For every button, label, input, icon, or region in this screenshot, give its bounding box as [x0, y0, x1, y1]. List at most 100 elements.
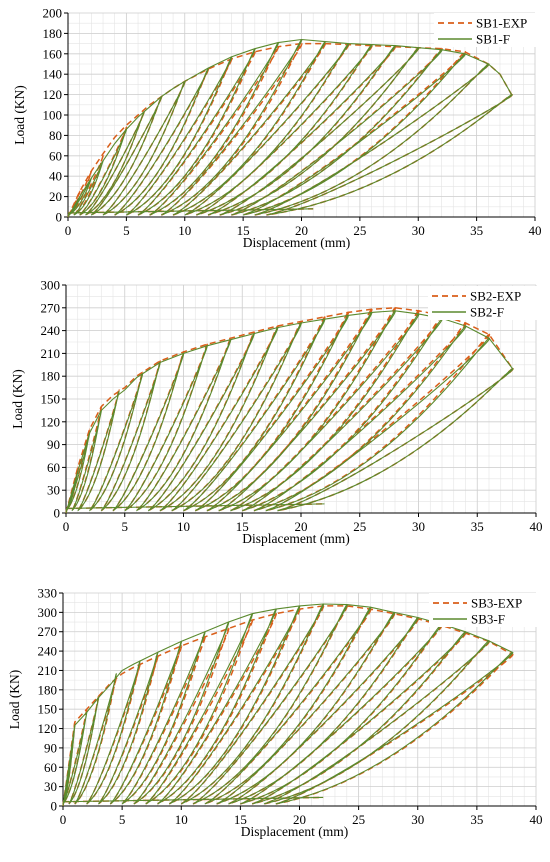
x-axis-label: Displacement (mm) — [242, 531, 350, 546]
hysteresis-cycle — [240, 623, 443, 805]
legend-label: SB3-F — [471, 612, 505, 627]
series-SB2-F — [65, 310, 514, 514]
y-tick-label: 120 — [43, 87, 63, 102]
series-SB3-F — [62, 603, 514, 807]
y-tick-label: 180 — [43, 26, 63, 41]
hysteresis-cycle — [242, 51, 466, 216]
hysteresis-cycle — [147, 333, 255, 512]
hysteresis-cycle — [65, 432, 91, 512]
hysteresis-cycle — [137, 48, 256, 216]
hysteresis-cycle — [265, 333, 490, 512]
x-tick-label: 15 — [237, 223, 250, 238]
x-tick-label: 30 — [412, 223, 425, 238]
hysteresis-cycle — [206, 311, 373, 512]
x-tick-label: 25 — [353, 519, 366, 534]
hysteresis-cycle — [228, 616, 419, 805]
y-tick-label: 0 — [56, 210, 63, 225]
y-tick-label: 140 — [43, 67, 63, 82]
x-tick-label: 40 — [530, 519, 543, 534]
y-tick-label: 0 — [54, 506, 61, 521]
y-axis-label: Load (KN) — [12, 85, 27, 145]
x-tick-label: 0 — [65, 223, 72, 238]
hysteresis-cycle — [192, 604, 348, 805]
hysteresis-cycle — [263, 640, 490, 805]
x-tick-label: 15 — [236, 519, 249, 534]
y-tick-label: 30 — [44, 779, 57, 794]
x-tick-label: 35 — [470, 812, 483, 827]
y-tick-label: 60 — [47, 460, 60, 475]
hysteresis-cycle — [98, 651, 159, 805]
hysteresis-cycle — [172, 41, 326, 216]
y-tick-label: 210 — [38, 663, 58, 678]
hysteresis-cycle — [71, 405, 103, 512]
hysteresis-cycle — [133, 621, 230, 805]
hysteresis-cycle — [109, 640, 182, 805]
y-tick-label: 160 — [43, 46, 63, 61]
hysteresis-cycle — [149, 42, 279, 216]
hysteresis-cycle — [102, 80, 186, 216]
x-tick-label: 15 — [234, 812, 247, 827]
hysteresis-cycle — [145, 613, 253, 805]
legend-label: SB1-EXP — [476, 16, 527, 31]
series-envelope-line — [67, 38, 513, 218]
y-tick-label: 240 — [41, 323, 61, 338]
x-tick-label: 40 — [529, 223, 542, 238]
hysteresis-cycle — [100, 361, 161, 512]
y-axis-label: Load (KN) — [7, 670, 22, 730]
y-tick-label: 330 — [38, 586, 58, 601]
hysteresis-cycle — [71, 409, 102, 512]
x-tick-label: 20 — [293, 812, 306, 827]
hysteresis-cycle — [73, 160, 104, 216]
hysteresis-cycle — [147, 331, 255, 512]
hysteresis-cycle — [74, 673, 117, 805]
hysteresis-cycle — [204, 606, 372, 805]
hysteresis-cycle — [67, 170, 93, 216]
hysteresis-cycle — [265, 337, 490, 512]
x-tick-label: 25 — [352, 812, 365, 827]
hysteresis-cycle — [277, 368, 514, 512]
x-tick-label: 5 — [123, 223, 130, 238]
hysteresis-cycle — [77, 390, 120, 512]
hysteresis-cycle — [230, 313, 420, 512]
hysteresis-cycle — [218, 307, 396, 512]
hysteresis-cycle — [67, 177, 92, 216]
hysteresis-cycle — [114, 67, 209, 216]
legend-label: SB2-EXP — [470, 289, 521, 304]
hysteresis-cycle — [136, 339, 232, 512]
legend-background — [429, 593, 539, 627]
hysteresis-cycle — [184, 43, 349, 216]
hysteresis-cycle — [231, 49, 443, 216]
baseline-branch — [67, 208, 314, 214]
hysteresis-cycle — [126, 56, 232, 216]
x-tick-label: 5 — [122, 519, 129, 534]
y-tick-label: 60 — [44, 760, 57, 775]
hysteresis-cycle — [125, 58, 233, 216]
hysteresis-cycle — [161, 38, 303, 216]
hysteresis-cycle — [195, 314, 349, 512]
y-tick-label: 80 — [49, 128, 62, 143]
y-tick-label: 30 — [47, 483, 60, 498]
hysteresis-cycle — [171, 322, 302, 512]
hysteresis-cycle — [159, 327, 279, 512]
hysteresis-cycle — [149, 45, 279, 216]
hysteresis-cycle — [266, 94, 513, 216]
hysteresis-cycle — [86, 660, 141, 805]
y-tick-label: 20 — [49, 189, 62, 204]
x-tick-label: 10 — [177, 519, 190, 534]
x-axis-label: Displacement (mm) — [243, 235, 351, 250]
legend-label: SB1-F — [476, 32, 510, 47]
y-tick-label: 0 — [51, 799, 58, 814]
y-tick-label: 120 — [38, 721, 58, 736]
chart-panel-2: 0 30 60 90 120 150 180 210 240 270 300 0 5 10 15 20 25 30… — [10, 278, 543, 547]
y-tick-label: 180 — [38, 682, 58, 697]
y-tick-label: 60 — [49, 148, 62, 163]
hysteresis-cycle — [252, 631, 466, 805]
x-tick-label: 5 — [119, 812, 126, 827]
x-tick-label: 10 — [175, 812, 188, 827]
x-tick-label: 35 — [471, 519, 484, 534]
y-tick-label: 300 — [38, 605, 58, 620]
hysteresis-cycle — [112, 352, 185, 512]
y-tick-label: 300 — [41, 278, 61, 293]
